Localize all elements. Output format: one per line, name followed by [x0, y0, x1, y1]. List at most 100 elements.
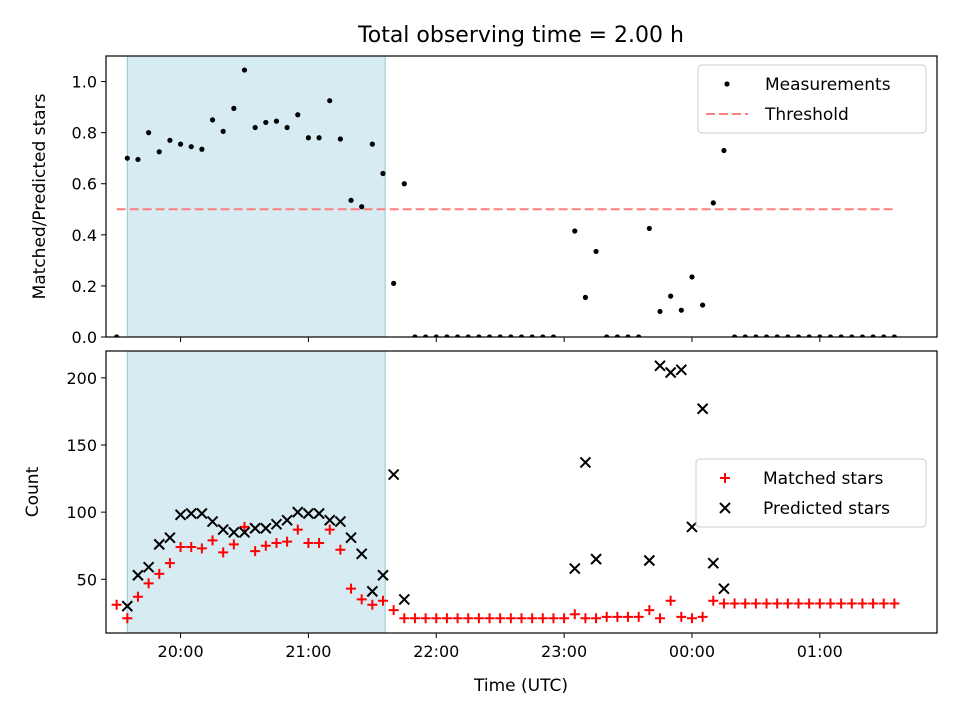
predicted-star-point — [664, 366, 677, 379]
matched-star-point — [676, 611, 687, 622]
measurement-point — [188, 144, 194, 150]
matched-star-point — [697, 611, 708, 622]
y-tick-label: 1.0 — [72, 73, 97, 92]
measurement-point — [284, 124, 290, 131]
predicted-star-point — [174, 509, 187, 521]
matched-star-point — [431, 613, 442, 624]
x-axis-label: Time (UTC) — [473, 676, 568, 696]
measurement-point — [337, 136, 343, 142]
predicted-star-point — [377, 569, 389, 581]
predicted-star-point — [569, 562, 581, 575]
measurement-point — [700, 302, 706, 308]
measurement-point — [785, 334, 791, 337]
measurement-point — [167, 137, 173, 143]
matched-star-point — [740, 598, 751, 609]
predicted-star-point — [675, 364, 688, 376]
matched-star-point — [356, 594, 367, 605]
predicted-star-point — [355, 548, 368, 560]
matched-star-point — [846, 598, 857, 609]
matched-star-point — [633, 611, 644, 622]
matched-star-point — [409, 613, 420, 624]
legend-marker-predicted — [719, 502, 731, 514]
matched-star-point — [346, 583, 357, 594]
y-tick-label: 0.8 — [72, 124, 97, 143]
measurement-point — [795, 334, 802, 337]
measurement-point — [625, 334, 631, 337]
measurement-point — [348, 197, 354, 203]
measurement-point — [710, 200, 716, 206]
predicted-star-point — [643, 554, 656, 567]
y-tick-label: 0.6 — [72, 175, 97, 194]
matched-star-point — [761, 598, 772, 609]
y-tick-label: 150 — [66, 436, 97, 455]
matched-star-point — [218, 547, 229, 558]
y-tick-label: 50 — [77, 570, 97, 589]
matched-star-point — [484, 613, 495, 624]
measurement-point — [369, 141, 375, 147]
measurement-point — [359, 204, 365, 210]
predicted-star-point — [121, 600, 134, 612]
predicted-star-point — [196, 507, 208, 520]
matched-star-point — [420, 613, 431, 624]
predicted-star-point — [387, 468, 400, 481]
matched-star-point — [559, 613, 570, 624]
matched-star-point — [271, 538, 282, 549]
measurement-point — [731, 334, 738, 337]
matched-star-point — [111, 599, 122, 610]
measurement-point — [305, 135, 312, 141]
measurement-point — [508, 334, 514, 337]
measurement-point — [721, 147, 727, 154]
predicted-star-point — [398, 593, 411, 606]
predicted-star-point — [654, 360, 666, 372]
x-tick-label: 22:00 — [413, 642, 459, 661]
matched-star-point — [154, 568, 165, 579]
legend-label: Predicted stars — [763, 499, 890, 519]
y-axis-label: Matched/Predicted stars — [30, 93, 50, 299]
predicted-star-point — [281, 514, 293, 526]
legend-label: Measurements — [765, 75, 891, 95]
matched-star-point — [388, 605, 399, 616]
y-tick-label: 0.0 — [72, 328, 97, 347]
measurement-point — [518, 334, 525, 337]
y-tick-label: 100 — [66, 503, 97, 522]
x-tick-label: 20:00 — [158, 642, 204, 661]
matched-star-point — [175, 542, 186, 553]
measurement-point — [433, 334, 439, 337]
measurement-point — [859, 334, 866, 337]
matched-star-point — [772, 598, 783, 609]
y-tick-label: 0.2 — [72, 277, 97, 296]
matched-star-point — [303, 538, 314, 549]
measurement-point — [114, 334, 120, 337]
legend-marker-matched — [720, 473, 730, 483]
measurement-point — [412, 334, 418, 337]
matched-star-point — [601, 611, 612, 622]
matched-star-point — [644, 605, 655, 616]
matched-star-point — [186, 542, 197, 553]
matched-star-point — [164, 558, 175, 569]
measurement-point — [241, 67, 248, 73]
matched-star-point — [750, 598, 761, 609]
predicted-star-point — [153, 538, 165, 551]
matched-star-point — [207, 535, 218, 546]
predicted-star-point — [260, 522, 272, 534]
measurement-point — [817, 334, 823, 337]
matched-star-point — [537, 613, 548, 624]
measurement-point — [124, 155, 130, 161]
measurement-point — [263, 119, 269, 126]
measurement-point — [827, 334, 834, 337]
measurement-point — [636, 334, 642, 337]
matched-star-point — [527, 613, 538, 624]
measurement-point — [199, 146, 205, 152]
measurement-point — [327, 98, 333, 104]
measurement-point — [486, 334, 493, 337]
matched-star-point — [868, 598, 879, 609]
predicted-star-point — [366, 585, 379, 598]
matched-star-point — [473, 613, 484, 624]
y-tick-label: 0.4 — [72, 226, 97, 245]
measurement-point — [614, 334, 620, 337]
matched-star-point — [729, 598, 740, 609]
measurement-point — [604, 334, 610, 337]
legend: Measurements Threshold — [697, 64, 927, 134]
matched-star-point — [655, 613, 665, 624]
measurement-point — [668, 293, 674, 299]
